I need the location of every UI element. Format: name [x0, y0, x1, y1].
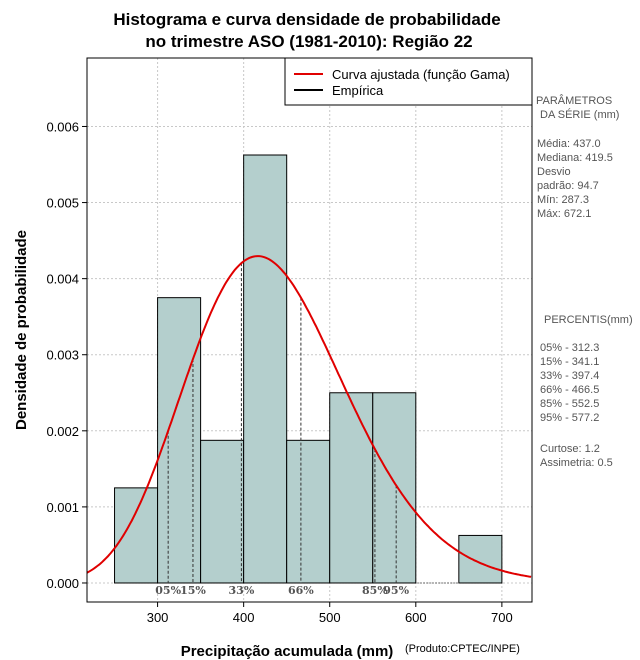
percentile-label: 15%	[180, 584, 206, 597]
y-tick-label: 0.003	[46, 348, 79, 363]
percentile-label: 85%	[362, 584, 388, 597]
percentile-33: 33% - 397.4	[540, 370, 599, 382]
kurtosis: Curtose: 1.2	[540, 443, 600, 455]
legend-box	[284, 57, 533, 106]
x-tick-label: 300	[147, 610, 169, 625]
x-axis-ticks: 300 400 500 600 700	[147, 602, 513, 625]
histogram-bar	[329, 392, 374, 584]
percentile-85: 85% - 552.5	[540, 398, 599, 410]
y-tick-label: 0.005	[46, 196, 79, 211]
param-mean: Média: 437.0	[537, 138, 601, 150]
param-stddev-label: Desvio	[537, 166, 571, 178]
chart-title-line1: Histograma e curva densidade de probabil…	[113, 10, 500, 29]
percentiles-header: PERCENTIS(mm)	[544, 314, 633, 326]
param-median: Mediana: 419.5	[537, 152, 613, 164]
histogram-bar	[458, 534, 503, 584]
gamma-fit-curve	[86, 255, 532, 578]
params-header-line1: PARÂMETROS	[536, 94, 612, 107]
histogram-bar	[286, 439, 331, 584]
percentile-05: 05% - 312.3	[540, 342, 599, 354]
x-tick-label: 600	[405, 610, 427, 625]
param-min: Mín: 287.3	[537, 194, 589, 206]
series-parameters-panel: PARÂMETROS DA SÉRIE (mm) Média: 437.0 Me…	[536, 94, 619, 220]
param-stddev-value: padrão: 94.7	[537, 180, 599, 192]
param-max: Máx: 672.1	[537, 208, 591, 220]
histogram-bar	[372, 392, 417, 584]
histogram-bar	[114, 487, 159, 584]
percentile-label: 66%	[288, 584, 314, 597]
params-header-line2: DA SÉRIE (mm)	[540, 108, 619, 121]
x-tick-label: 400	[233, 610, 255, 625]
histogram-bar	[200, 439, 245, 584]
y-tick-label: 0.006	[46, 119, 79, 134]
skewness: Assimetria: 0.5	[540, 457, 613, 469]
y-tick-label: 0.000	[46, 576, 79, 591]
y-axis-ticks: 0.000 0.001 0.002 0.003 0.004 0.005 0.006	[46, 119, 87, 591]
product-credit: (Produto:CPTEC/INPE)	[405, 643, 520, 655]
percentile-markers: 05% 15% 33% 66% 85%95%	[155, 263, 410, 597]
percentile-66: 66% - 466.5	[540, 384, 599, 396]
percentile-label: 33%	[229, 584, 255, 597]
y-tick-label: 0.002	[46, 424, 79, 439]
y-tick-label: 0.001	[46, 500, 79, 515]
x-tick-label: 700	[491, 610, 513, 625]
percentile-95: 95% - 577.2	[540, 412, 599, 424]
y-axis-title: Densidade de probabilidade	[13, 230, 30, 430]
x-axis-title: Precipitação acumulada (mm)	[181, 643, 394, 660]
y-tick-label: 0.004	[46, 272, 79, 287]
legend: Curva ajustada (função Gama) Empírica	[284, 57, 533, 106]
x-tick-label: 500	[319, 610, 341, 625]
percentile-label: 05%	[155, 584, 181, 597]
legend-label-fit: Curva ajustada (função Gama)	[332, 67, 510, 82]
histogram-bars	[114, 154, 503, 584]
chart-title-line2: no trimestre ASO (1981-2010): Região 22	[145, 32, 472, 51]
percentiles-panel: PERCENTIS(mm) 05% - 312.3 15% - 341.1 33…	[540, 314, 633, 469]
percentile-15: 15% - 341.1	[540, 356, 599, 368]
histogram-bar	[243, 154, 288, 584]
legend-label-empirical: Empírica	[332, 83, 384, 98]
percentile-label: 95%	[383, 584, 409, 597]
